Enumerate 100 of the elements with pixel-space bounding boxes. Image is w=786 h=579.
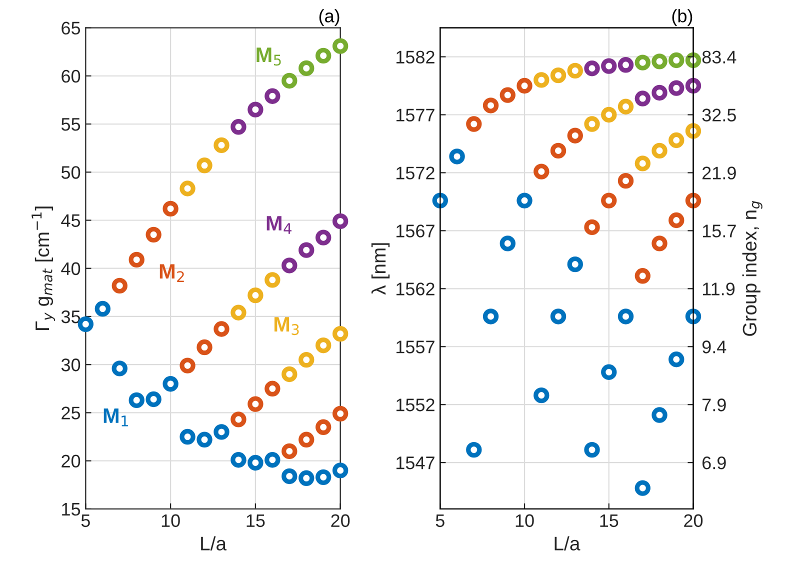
y-axis-title: λ [nm] xyxy=(371,243,390,295)
y-tick-label: 1577 xyxy=(396,108,434,122)
point xyxy=(282,366,298,382)
series-label: M$_{5}$ xyxy=(256,48,281,66)
point xyxy=(550,67,566,84)
point xyxy=(94,300,110,317)
point xyxy=(282,443,298,460)
y-tick-label: 1547 xyxy=(396,456,434,470)
point xyxy=(584,116,600,132)
y-tick-label: 65 xyxy=(62,22,80,35)
point xyxy=(534,164,550,180)
point xyxy=(652,54,668,70)
point xyxy=(264,272,280,288)
category-label: 15.7 xyxy=(702,224,736,238)
point xyxy=(534,387,550,404)
y-tick-label: 30 xyxy=(61,358,80,372)
point xyxy=(298,60,314,76)
point xyxy=(601,58,617,74)
point xyxy=(534,72,550,88)
point xyxy=(685,123,702,139)
point xyxy=(298,242,314,258)
point xyxy=(668,132,684,148)
x-tick-label: 5 xyxy=(81,514,90,528)
point xyxy=(685,52,702,68)
y2-axis-title: Group index, n$_{g}$ xyxy=(742,201,762,336)
point xyxy=(601,106,617,123)
point xyxy=(685,78,702,94)
series-label: M$_{1}$ xyxy=(104,408,128,426)
point xyxy=(567,62,583,79)
x-axis-title: L/a xyxy=(554,536,580,550)
point xyxy=(214,137,230,154)
point xyxy=(248,287,264,304)
point xyxy=(128,252,144,268)
point xyxy=(500,236,516,252)
point xyxy=(668,212,684,228)
point xyxy=(248,454,264,471)
point xyxy=(652,236,668,252)
x-axis-title: L/a xyxy=(201,536,227,550)
point xyxy=(618,57,634,73)
point xyxy=(316,48,332,64)
x-tick-label: 20 xyxy=(331,514,350,528)
point xyxy=(282,72,298,89)
category-label: 83.4 xyxy=(702,50,736,64)
x-tick-label: 15 xyxy=(246,514,265,528)
series-label: M$_{4}$ xyxy=(266,216,292,234)
point xyxy=(298,352,314,368)
point xyxy=(500,87,516,103)
point xyxy=(162,200,178,217)
point xyxy=(196,339,212,356)
point xyxy=(584,219,600,236)
y-tick-label: 40 xyxy=(61,262,80,276)
point xyxy=(180,428,196,445)
series-label: M$_{2}$ xyxy=(160,264,184,282)
point xyxy=(230,304,246,320)
point xyxy=(550,142,566,159)
point xyxy=(618,308,634,324)
point xyxy=(668,80,684,96)
point xyxy=(668,52,684,68)
point xyxy=(332,38,348,54)
point xyxy=(482,98,499,114)
x-tick-label: 5 xyxy=(436,514,444,528)
point xyxy=(685,192,702,208)
point xyxy=(618,172,634,189)
y-tick-label: 25 xyxy=(62,406,80,420)
point xyxy=(146,391,162,408)
point xyxy=(298,470,314,486)
category-label: 32.5 xyxy=(702,108,736,122)
point xyxy=(316,230,332,246)
y-tick-label: 1567 xyxy=(396,224,434,238)
y-tick-label: 60 xyxy=(62,70,80,83)
point xyxy=(332,213,348,230)
category-label: 7.9 xyxy=(702,398,726,412)
point xyxy=(652,407,668,423)
y-axis-title: Γ$_{y}$ g$_{mat}$ [cm$^{−1}$] xyxy=(32,206,56,330)
point xyxy=(298,432,314,448)
point xyxy=(162,376,178,392)
point xyxy=(282,258,298,274)
point xyxy=(230,412,246,428)
point xyxy=(466,442,482,458)
point xyxy=(230,452,246,468)
category-label: 21.9 xyxy=(702,166,736,180)
y-tick-label: 1552 xyxy=(396,398,434,412)
point xyxy=(196,158,212,174)
point xyxy=(652,142,668,159)
y-tick-label: 1572 xyxy=(396,166,434,180)
series-label: M$_{3}$ xyxy=(274,317,299,336)
point xyxy=(214,424,230,440)
point xyxy=(634,268,650,284)
point xyxy=(652,84,668,101)
x-tick-label: 10 xyxy=(162,514,180,528)
point xyxy=(584,60,600,76)
point xyxy=(128,392,144,408)
point xyxy=(634,90,650,106)
point xyxy=(618,98,634,114)
x-tick-label: 10 xyxy=(516,514,534,528)
point xyxy=(282,468,298,484)
y-tick-label: 45 xyxy=(61,214,80,227)
y-tick-label: 50 xyxy=(61,166,80,179)
point xyxy=(264,452,280,468)
point xyxy=(146,226,162,243)
